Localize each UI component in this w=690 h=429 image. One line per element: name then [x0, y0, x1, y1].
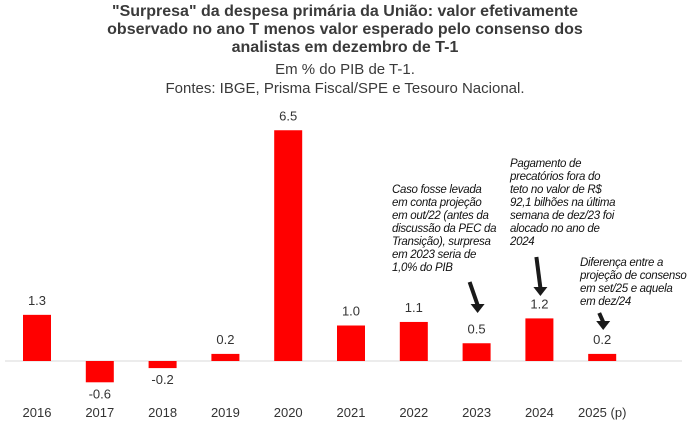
data-label-2016: 1.3 [28, 293, 46, 308]
bar-2019 [211, 353, 240, 361]
x-tick-label-2023: 2023 [462, 405, 491, 420]
data-label-2018: -0.2 [151, 372, 173, 387]
x-tick-label-2018: 2018 [148, 405, 177, 420]
annotation-2023: Caso fosse levada em conta projeção em o… [392, 184, 497, 274]
data-label-2019: 0.2 [216, 332, 234, 347]
bar-2023 [462, 343, 491, 361]
subtitle-line-1: Em % do PIB de T-1. [275, 61, 415, 78]
data-label-2020: 6.5 [279, 108, 297, 123]
bar-2017 [85, 361, 114, 383]
x-tick-label-2022: 2022 [399, 405, 428, 420]
data-label-2025p: 0.2 [593, 332, 611, 347]
x-tick-label-2021: 2021 [337, 405, 366, 420]
annotation-2024: Pagamento de precatórios fora do teto no… [510, 158, 616, 248]
arrow-shaft-7 [467, 281, 480, 306]
data-label-2017: -0.6 [89, 386, 111, 401]
data-label-2023: 0.5 [468, 321, 486, 336]
title-line-1: "Surpresa" da despesa primária da União:… [111, 3, 578, 20]
bar-2018 [148, 361, 177, 369]
data-label-2022: 1.1 [405, 300, 423, 315]
x-tick-label-2019: 2019 [211, 405, 240, 420]
arrow-shaft-9 [597, 312, 606, 323]
bar-2020 [274, 130, 303, 361]
data-label-2024: 1.2 [530, 296, 548, 311]
x-tick-label-2020: 2020 [274, 405, 303, 420]
arrow-head-9 [596, 321, 611, 330]
arrow-head-8 [533, 287, 548, 296]
x-tick-label-2017: 2017 [85, 405, 114, 420]
bar-2024 [525, 318, 554, 361]
subtitle-line-2: Fontes: IBGE, Prisma Fiscal/SPE e Tesour… [165, 80, 525, 97]
data-label-2021: 1.0 [342, 304, 360, 319]
bar-2021 [337, 325, 365, 361]
annotation-2025: Diferença entre a projeção de consenso e… [580, 257, 687, 308]
arrow-head-7 [470, 304, 485, 313]
bar-2016 [23, 314, 51, 361]
bar-2025p [588, 353, 617, 361]
x-tick-label-2016: 2016 [23, 405, 52, 420]
x-tick-label-2024: 2024 [525, 405, 554, 420]
x-tick-label-2025p: 2025 (p) [578, 405, 626, 420]
arrow-shaft-8 [534, 256, 543, 289]
chart-subtitle: Em % do PIB de T-1. Fontes: IBGE, Prisma… [0, 60, 690, 98]
title-line-3: analistas em dezembro de T-1 [231, 39, 459, 56]
chart-title: "Surpresa" da despesa primária da União:… [0, 3, 690, 57]
title-line-2: observado no ano T menos valor esperado … [107, 21, 583, 38]
bar-2022 [399, 321, 428, 361]
